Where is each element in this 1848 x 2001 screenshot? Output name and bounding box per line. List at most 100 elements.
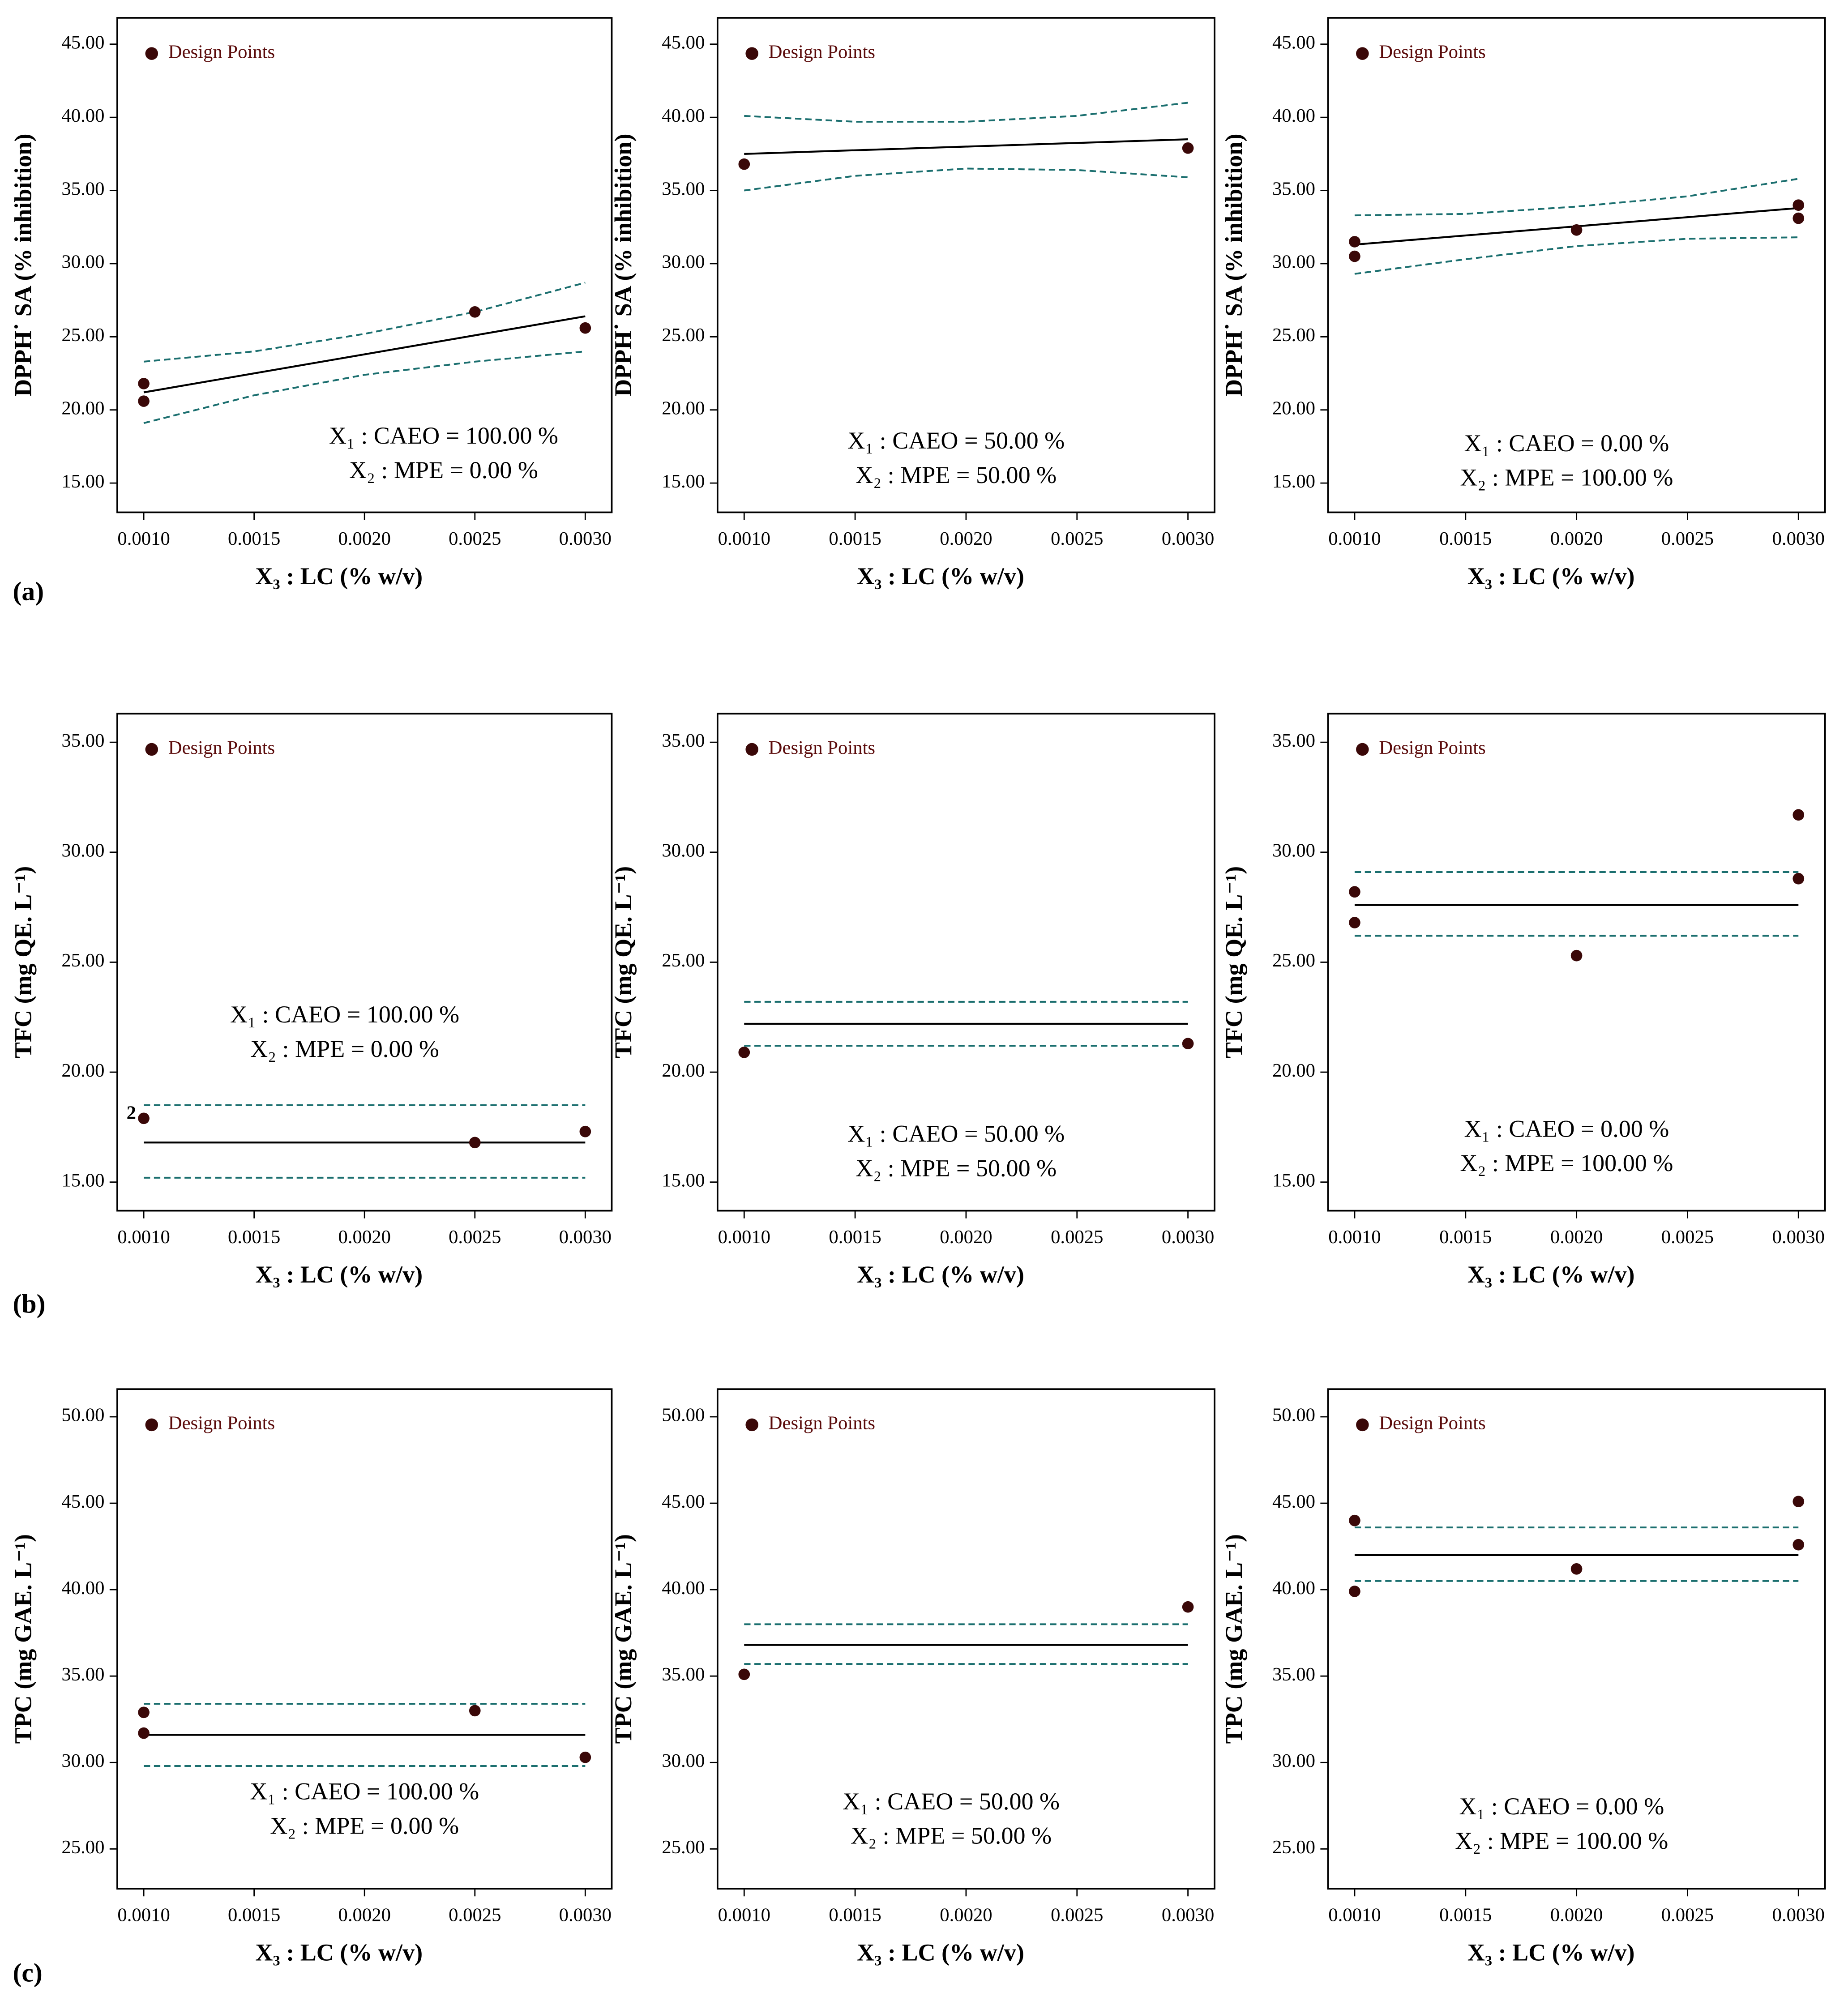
- annotation: X₁ : CAEO = 50.00 %: [847, 427, 1065, 454]
- y-tick-label: 45.00: [662, 32, 705, 53]
- design-point: [1349, 886, 1360, 898]
- y-tick-label: 30.00: [1272, 252, 1315, 273]
- design-point: [1349, 1514, 1360, 1526]
- design-point: [138, 395, 150, 407]
- legend-label: Design Points: [1379, 41, 1485, 62]
- y-tick-label: 50.00: [61, 1405, 104, 1426]
- x-tick-label: 0.0010: [718, 1227, 770, 1248]
- plot-frame: [116, 713, 613, 1212]
- x-tick-label: 0.0025: [1051, 528, 1103, 549]
- y-tick-label: 25.00: [1272, 950, 1315, 971]
- x-axis-label: X₃ : LC (% w/v): [857, 1261, 1024, 1288]
- design-point: [1792, 872, 1805, 885]
- y-axis-label: TFC (mg QE. L⁻¹): [1220, 866, 1247, 1058]
- y-tick-label: 35.00: [61, 730, 104, 751]
- ci-lower-line: [1354, 236, 1799, 275]
- y-tick-label: 30.00: [662, 252, 705, 273]
- annotation: X₁ : CAEO = 100.00 %: [329, 422, 558, 449]
- y-tick-label: 50.00: [1272, 1405, 1315, 1426]
- annotation: X₂ : MPE = 100.00 %: [1455, 1827, 1668, 1854]
- x-axis-label: X₃ : LC (% w/v): [255, 1261, 423, 1288]
- y-tick-label: 30.00: [61, 252, 104, 273]
- design-point: [1792, 809, 1805, 821]
- annotation: X₂ : MPE = 50.00 %: [851, 1822, 1052, 1849]
- x-tick-label: 0.0025: [449, 528, 501, 549]
- panel-label: (b): [13, 1289, 45, 1318]
- design-point: [1570, 1563, 1583, 1575]
- design-point: [138, 1706, 150, 1719]
- x-tick-label: 0.0030: [1772, 1905, 1825, 1926]
- ci-upper-line: [1354, 178, 1799, 217]
- design-point: [579, 1751, 591, 1763]
- x-tick-label: 0.0020: [1550, 1227, 1603, 1248]
- x-tick-label: 0.0010: [718, 528, 770, 549]
- annotation: X₂ : MPE = 100.00 %: [1460, 1150, 1673, 1176]
- panel-label: (c): [13, 1958, 42, 1987]
- y-tick-label: 45.00: [61, 32, 104, 53]
- x-tick-label: 0.0025: [1051, 1227, 1103, 1248]
- x-tick-label: 0.0010: [1328, 1227, 1381, 1248]
- x-tick-label: 0.0030: [559, 1227, 612, 1248]
- legend-marker: [145, 743, 158, 756]
- x-tick-label: 0.0015: [829, 1227, 881, 1248]
- design-point: [1792, 1539, 1805, 1551]
- design-point: [1182, 1601, 1194, 1613]
- design-point: [1792, 199, 1805, 211]
- y-tick-label: 15.00: [662, 471, 705, 492]
- x-tick-label: 0.0020: [940, 1905, 992, 1926]
- y-axis-label: DPPH˙ SA (% inhibition): [1220, 133, 1247, 396]
- y-tick-label: 30.00: [61, 840, 104, 861]
- x-tick-label: 0.0010: [117, 528, 170, 549]
- annotation: X₁ : CAEO = 100.00 %: [250, 1778, 479, 1805]
- legend-label: Design Points: [168, 737, 275, 758]
- legend-marker: [145, 47, 158, 60]
- design-point: [1792, 1496, 1805, 1507]
- design-point: [138, 1727, 150, 1739]
- y-tick-label: 25.00: [61, 1837, 104, 1858]
- x-tick-label: 0.0015: [228, 528, 280, 549]
- design-point: [579, 1125, 591, 1137]
- legend-label: Design Points: [769, 41, 875, 62]
- y-tick-label: 15.00: [662, 1170, 705, 1191]
- design-point: [138, 378, 150, 389]
- annotation: X₁ : CAEO = 0.00 %: [1464, 430, 1669, 457]
- x-tick-label: 0.0025: [1661, 1227, 1714, 1248]
- y-tick-label: 30.00: [662, 1750, 705, 1771]
- y-tick-label: 25.00: [61, 325, 104, 346]
- x-tick-label: 0.0030: [1772, 1227, 1825, 1248]
- legend-marker: [1356, 743, 1369, 756]
- x-tick-label: 0.0030: [1162, 1905, 1214, 1926]
- y-axis-label: TPC (mg GAE. L⁻¹): [610, 1534, 637, 1744]
- x-axis-label: X₃ : LC (% w/v): [857, 1939, 1024, 1966]
- y-tick-label: 25.00: [1272, 1837, 1315, 1858]
- annotation: X₂ : MPE = 0.00 %: [250, 1035, 439, 1062]
- y-axis-label: TFC (mg QE. L⁻¹): [610, 866, 637, 1058]
- x-tick-label: 0.0020: [940, 528, 992, 549]
- y-tick-label: 50.00: [662, 1405, 705, 1426]
- point-count-label: 2: [127, 1103, 136, 1124]
- y-tick-label: 25.00: [662, 950, 705, 971]
- annotation: X₂ : MPE = 0.00 %: [270, 1812, 459, 1839]
- y-tick-label: 40.00: [1272, 105, 1315, 126]
- design-point: [738, 1668, 750, 1680]
- design-point: [469, 1705, 481, 1717]
- y-tick-label: 15.00: [61, 471, 104, 492]
- x-tick-label: 0.0010: [117, 1905, 170, 1926]
- x-axis-label: X₃ : LC (% w/v): [1467, 1939, 1635, 1966]
- y-tick-label: 40.00: [61, 1578, 104, 1599]
- y-tick-label: 30.00: [1272, 1750, 1315, 1771]
- x-tick-label: 0.0020: [338, 528, 391, 549]
- x-axis-label: X₃ : LC (% w/v): [1467, 1261, 1635, 1288]
- y-axis-label: DPPH˙ SA (% inhibition): [9, 133, 36, 396]
- x-tick-label: 0.0015: [228, 1905, 280, 1926]
- design-point: [738, 1047, 750, 1058]
- x-axis-label: X₃ : LC (% w/v): [857, 563, 1024, 590]
- design-point: [1349, 250, 1360, 262]
- x-tick-label: 0.0025: [1661, 528, 1714, 549]
- legend-label: Design Points: [1379, 737, 1485, 758]
- design-point: [1182, 1038, 1194, 1050]
- x-tick-label: 0.0020: [940, 1227, 992, 1248]
- y-tick-label: 15.00: [1272, 1170, 1315, 1191]
- y-tick-label: 25.00: [662, 1837, 705, 1858]
- design-point: [469, 1137, 481, 1149]
